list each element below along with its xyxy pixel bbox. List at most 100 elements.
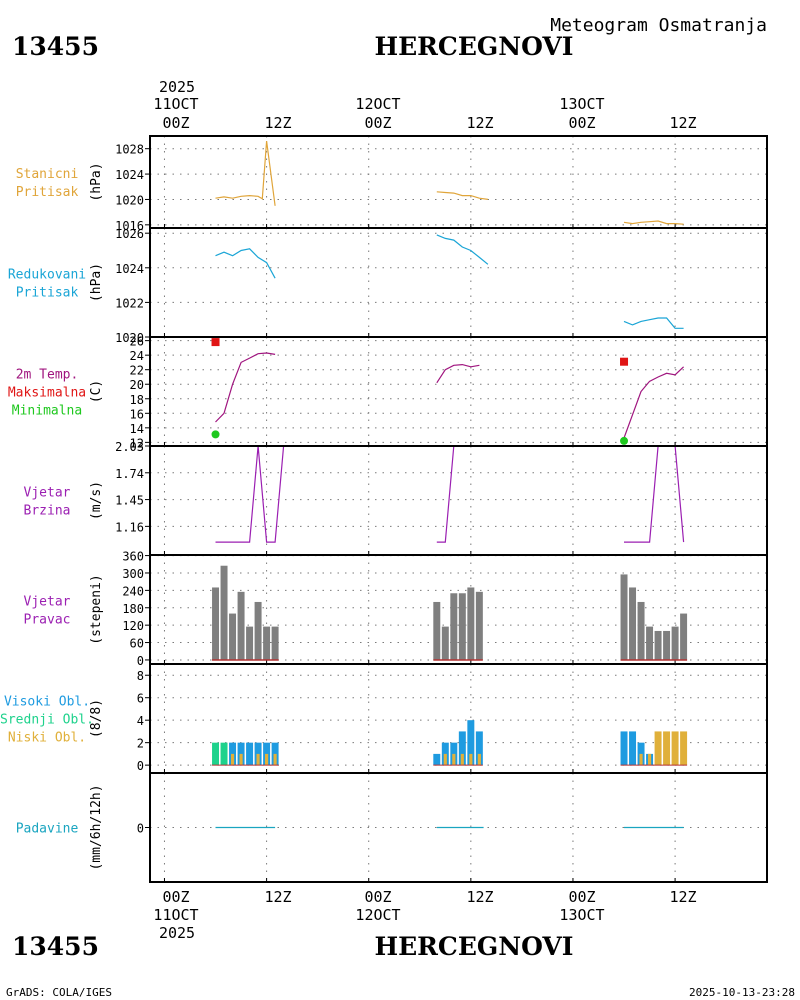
low-cloud-bar xyxy=(230,753,235,766)
wind-dir-bar xyxy=(237,591,245,660)
panel-label: Srednji Obl. xyxy=(0,713,94,728)
low-cloud-bar xyxy=(239,753,243,766)
series-line xyxy=(436,446,488,543)
low-cloud-bar xyxy=(647,753,652,766)
wind-dir-bar xyxy=(663,630,671,660)
series-line xyxy=(215,248,276,279)
unit-label: (stepeni) xyxy=(89,574,104,644)
y-tick-label: 2 xyxy=(137,737,144,751)
station-id-top: 13455 xyxy=(12,32,99,61)
low-cloud-bar xyxy=(256,753,260,766)
panel-label: Niski Obl. xyxy=(8,731,86,746)
hour-label-bottom-4: 12Z xyxy=(466,888,493,906)
data-temperature xyxy=(211,338,685,445)
panel-label: Brzina xyxy=(24,504,71,519)
panel-wind_dir: 0 60 120 180 240 300 360 (stepeni) Vjetar Pravac xyxy=(24,550,768,668)
y-tick-label: 240 xyxy=(122,584,144,598)
series-line xyxy=(624,446,685,543)
wind-dir-bar xyxy=(646,626,654,660)
series-line xyxy=(436,363,480,384)
y-tick-label: 1024 xyxy=(115,168,144,182)
panel-label: Vjetar xyxy=(24,486,71,501)
panel-reduced_pressure: 1020 1022 1024 1026 (hPa)Redukovani Pritisak xyxy=(8,227,768,345)
panel-wind_speed: 1.16 1.45 1.74 2.03 (m/s) Vjetar Brzina xyxy=(24,440,768,556)
tmin-marker xyxy=(620,436,629,445)
low-cloud-bar xyxy=(460,753,464,766)
data-station_pressure xyxy=(215,141,684,225)
wind-dir-bar xyxy=(263,626,271,660)
cloud-bar xyxy=(246,742,254,766)
wind-dir-bar xyxy=(654,630,662,660)
y-tick-label: 1.74 xyxy=(115,467,144,481)
hour-label-bottom-1: 00Z xyxy=(162,888,189,906)
panel-label: Padavine xyxy=(16,822,79,837)
wind-dir-bar xyxy=(212,587,220,660)
day-label-top-1: 11OCT xyxy=(153,95,198,113)
low-cloud-bar xyxy=(443,753,447,766)
panels: 1016102010241028(hPa)StanicniPritisak102… xyxy=(0,135,768,883)
cloud-bar xyxy=(629,731,637,766)
series-line xyxy=(623,220,684,225)
series-line xyxy=(215,352,276,423)
panel-label: Pritisak xyxy=(16,286,79,301)
panel-frame xyxy=(149,135,768,229)
y-tick-label: 12 xyxy=(130,436,144,450)
day-label-bottom-3: 13OCT xyxy=(559,906,604,924)
panel-label: Pravac xyxy=(24,613,71,628)
y-tick-label: 0 xyxy=(137,822,144,836)
wind-dir-bar xyxy=(271,626,279,660)
series-line xyxy=(623,366,685,439)
wind-dir-bar xyxy=(450,593,458,660)
low-cloud-bar xyxy=(469,753,473,766)
day-label-top-2: 12OCT xyxy=(355,95,400,113)
y-tick-label: 1020 xyxy=(115,331,144,345)
cloud-bar xyxy=(654,731,662,766)
series-line xyxy=(436,191,488,200)
hour-label-bottom-3: 00Z xyxy=(364,888,391,906)
wind-dir-bar xyxy=(229,613,237,660)
y-tick-label: 0 xyxy=(137,654,144,668)
panel-precip: 0 (mm/6h/12h) Padavine xyxy=(16,772,768,883)
y-tick-label: 1.16 xyxy=(115,520,144,534)
hour-label-top-1: 00Z xyxy=(162,114,189,132)
station-name-top: HERCEGNOVI xyxy=(374,32,573,61)
tmax-marker xyxy=(620,357,629,366)
panel-frame xyxy=(149,772,768,883)
y-tick-label: 360 xyxy=(122,550,144,564)
y-tick-label: 60 xyxy=(130,637,144,651)
wind-dir-bar xyxy=(671,626,679,660)
series-line xyxy=(436,234,489,265)
y-tick-label: 8 xyxy=(137,669,144,683)
y-tick-label: 1.45 xyxy=(115,494,144,508)
year-label-bottom: 2025 xyxy=(159,924,195,942)
cloud-bar xyxy=(671,731,679,766)
station-name-bottom: HERCEGNOVI xyxy=(374,932,573,961)
y-tick-label: 1024 xyxy=(115,262,144,276)
y-tick-label: 22 xyxy=(130,364,144,378)
cloud-bar xyxy=(433,753,441,766)
cloud-bar xyxy=(458,731,466,766)
hour-label-top-5: 00Z xyxy=(568,114,595,132)
panel-label: Visoki Obl. xyxy=(4,695,90,710)
wind-dir-bar xyxy=(441,626,449,660)
series-line xyxy=(215,141,276,206)
footer-timestamp: 2025-10-13-23:28 xyxy=(689,986,795,999)
y-tick-label: 20 xyxy=(130,378,144,392)
data-wind_dir xyxy=(212,565,688,661)
low-cloud-bar xyxy=(477,753,481,766)
wind-dir-bar xyxy=(220,565,228,660)
hour-label-top-4: 12Z xyxy=(466,114,493,132)
data-reduced_pressure xyxy=(215,234,684,329)
panel-clouds: 0 2 4 6 8 (8/8)Visoki Obl. Srednji Obl. Niski O… xyxy=(0,663,768,774)
hour-label-bottom-2: 12Z xyxy=(264,888,291,906)
y-tick-label: 18 xyxy=(130,393,144,407)
unit-label: (8/8) xyxy=(89,699,104,738)
day-label-bottom-2: 12OCT xyxy=(355,906,400,924)
wind-dir-bar xyxy=(637,601,645,660)
cloud-bar xyxy=(620,731,628,766)
hour-label-top-6: 12Z xyxy=(669,114,696,132)
y-tick-label: 180 xyxy=(122,602,144,616)
hour-label-top-2: 12Z xyxy=(264,114,291,132)
cloud-bar xyxy=(212,742,220,766)
